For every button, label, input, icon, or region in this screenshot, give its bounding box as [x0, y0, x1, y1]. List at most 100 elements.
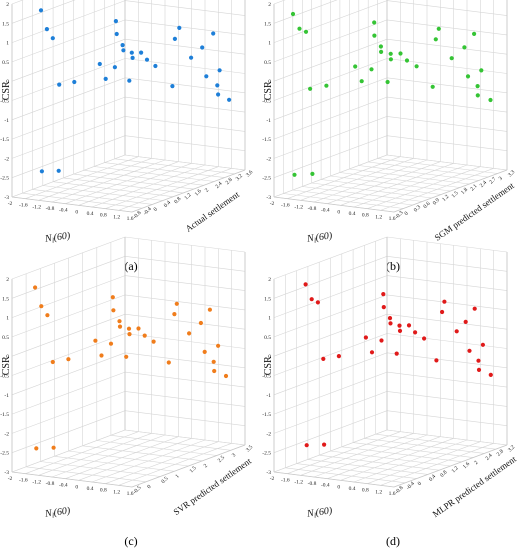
data-point: [114, 31, 119, 37]
data-point: [72, 79, 77, 85]
floor-grid-z: [94, 166, 215, 182]
data-point: [121, 48, 126, 53]
data-point: [398, 51, 403, 56]
data-point: [227, 97, 232, 102]
data-point: [388, 51, 393, 56]
floor-grid-z: [104, 162, 225, 178]
x-tick-label: 0: [337, 484, 340, 490]
y-axis-label: CSR: [1, 356, 12, 375]
x-tick-label: -2: [8, 476, 13, 482]
data-point: [353, 64, 358, 69]
z-tick-label: 1.2: [184, 192, 193, 201]
wall-grid-h: [386, 333, 508, 349]
csr-tick-label: 1.5: [264, 21, 271, 27]
wall-grid-h: [124, 256, 246, 272]
data-point: [117, 324, 123, 329]
csr-tick-label: 0.5: [2, 335, 9, 341]
z-tick-label: 1.2: [441, 194, 450, 203]
data-point: [151, 339, 156, 344]
z-tick-label: -0.3: [394, 210, 405, 221]
wall-grid-h: [124, 116, 246, 132]
data-point: [142, 333, 147, 338]
data-point: [324, 83, 329, 88]
csr-tick-label: 2: [268, 277, 271, 283]
data-point: [322, 442, 327, 447]
floor-grid-x: [38, 158, 152, 201]
box-edges: [11, 0, 246, 213]
scatter-points: [33, 285, 229, 451]
data-point: [310, 171, 315, 176]
data-point: [45, 313, 50, 318]
data-point: [99, 353, 104, 358]
data-point: [297, 26, 302, 31]
data-point: [290, 11, 296, 17]
box-edge: [393, 169, 508, 213]
data-point: [33, 285, 38, 290]
panel-label: (b): [386, 259, 400, 273]
data-point: [166, 360, 171, 365]
data-point: [172, 36, 177, 42]
data-point: [336, 354, 341, 359]
floor-grid-z: [114, 158, 235, 175]
data-point: [207, 307, 212, 312]
data-point: [434, 358, 439, 363]
data-point: [44, 27, 50, 32]
box-edges: [273, 237, 508, 488]
z-tick-label: 3.6: [245, 169, 254, 178]
floor-grid-z: [54, 456, 175, 472]
data-point: [472, 31, 477, 36]
panel-c: -3-2.5-2-1.5-1-0.500.511.52-2 -1.6 -1.2 -0.…: [0, 236, 254, 548]
data-point: [475, 93, 480, 98]
csr-tick-label: 0.5: [264, 60, 271, 66]
data-point: [454, 329, 459, 334]
gridlines: [273, 236, 508, 488]
x-tick-label: 0.8: [362, 488, 369, 494]
x-tick-label: 0: [75, 484, 78, 490]
csr-tick-label: -1: [4, 118, 9, 124]
x-tick-label: 0.8: [100, 213, 107, 219]
floor-grid-z: [26, 466, 147, 483]
x-tick-label: -0.8: [308, 206, 317, 212]
csr-tick-label: 0: [6, 79, 9, 85]
data-point: [127, 78, 132, 83]
data-point: [212, 368, 217, 374]
z-tick-label: 3: [231, 452, 237, 458]
floor-grid-z: [82, 445, 203, 462]
x-tick-label: 1.2: [375, 214, 382, 220]
data-point: [363, 335, 368, 340]
wall-grid-h: [124, 77, 246, 94]
data-point: [103, 76, 108, 81]
wall-grid-h: [11, 116, 126, 159]
csr-tick-label: -1: [266, 118, 271, 124]
wall-grid-h: [124, 391, 246, 407]
csr-tick-label: -0.5: [262, 99, 271, 105]
data-point: [379, 338, 384, 343]
data-point: [433, 37, 438, 42]
data-point: [211, 31, 216, 36]
data-point: [108, 341, 114, 346]
floor-grid-z: [83, 170, 204, 186]
x-axis-label: Nl(60): [43, 505, 71, 521]
floor-grid-z: [40, 461, 161, 477]
x-tick-label: -1.2: [32, 204, 41, 210]
z-tick-label: 2.4: [485, 453, 494, 462]
x-tick-label: 1.6: [389, 491, 396, 497]
floor-grid-x: [118, 168, 232, 211]
wall-grid-h: [11, 58, 126, 101]
wall-grid-h: [124, 38, 246, 55]
panel-label: (c): [124, 534, 137, 548]
data-point: [177, 25, 182, 30]
z-tick-label: 3.3: [507, 169, 516, 178]
wall-grid-h: [386, 391, 508, 407]
data-point: [93, 338, 98, 343]
x-tick-label: 0.4: [87, 486, 94, 492]
data-point: [479, 68, 484, 73]
z-tick-label: 2.4: [214, 181, 223, 190]
wall-grid-h: [386, 410, 508, 426]
wall-grid-h: [386, 275, 508, 291]
data-point: [170, 84, 175, 89]
box-edge: [131, 169, 246, 213]
data-point: [113, 19, 118, 24]
data-point: [172, 312, 177, 317]
data-point: [462, 45, 467, 50]
